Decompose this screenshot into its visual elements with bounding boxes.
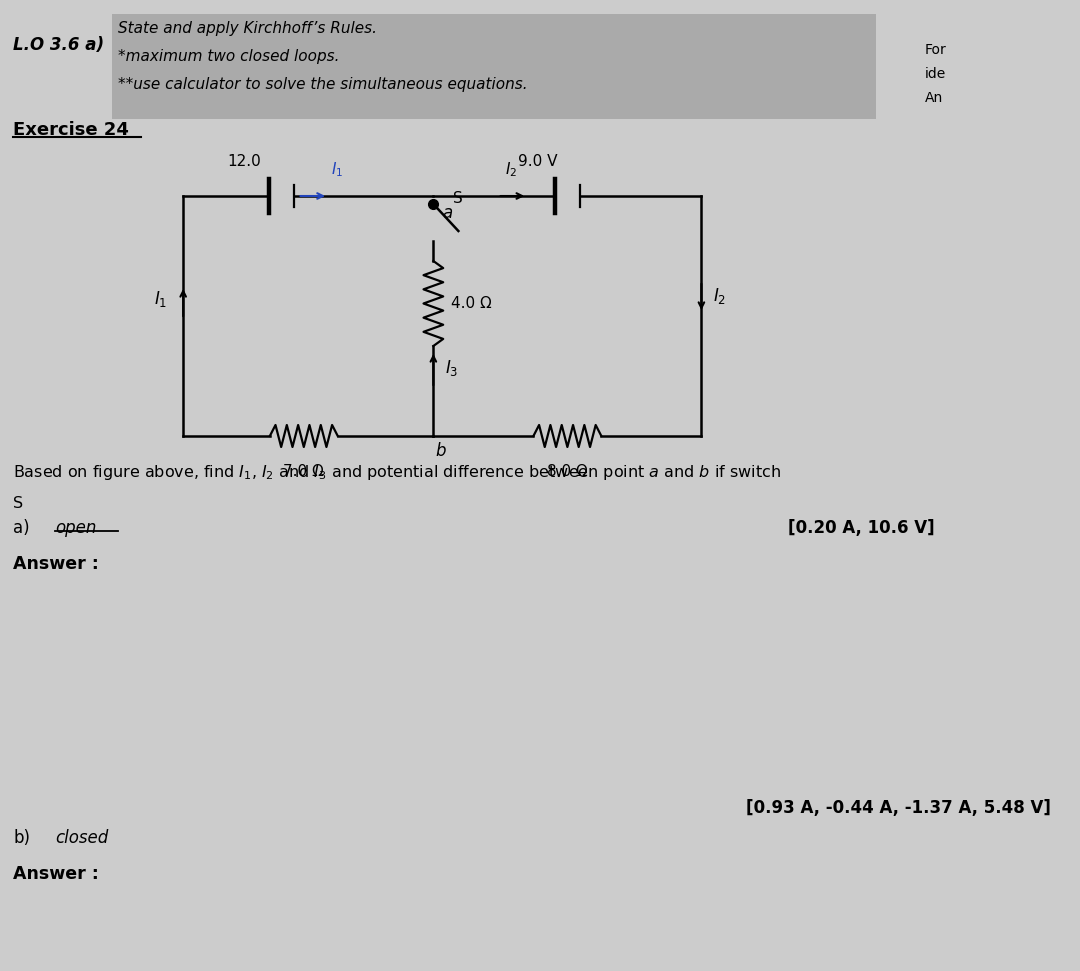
Text: **use calculator to solve the simultaneous equations.: **use calculator to solve the simultaneo… [118,77,527,92]
Text: closed: closed [55,829,109,847]
FancyBboxPatch shape [111,14,876,119]
Text: [0.20 A, 10.6 V]: [0.20 A, 10.6 V] [788,519,934,537]
Text: [0.93 A, -0.44 A, -1.37 A, 5.48 V]: [0.93 A, -0.44 A, -1.37 A, 5.48 V] [746,799,1051,817]
Text: $I_2$: $I_2$ [713,286,726,306]
Text: $I_1$: $I_1$ [332,160,343,179]
Text: 12.0: 12.0 [227,154,260,169]
Text: $I_2$: $I_2$ [504,160,517,179]
Text: An: An [924,91,943,105]
Text: 9.0 V: 9.0 V [518,154,557,169]
Text: $I_1$: $I_1$ [153,289,167,309]
Text: 4.0 Ω: 4.0 Ω [451,296,492,311]
Text: L.O 3.6 a): L.O 3.6 a) [13,36,105,54]
Text: For: For [924,43,946,57]
Text: a: a [443,204,453,222]
Text: *maximum two closed loops.: *maximum two closed loops. [118,49,339,64]
Text: b: b [435,442,446,460]
Text: 7.0 Ω: 7.0 Ω [283,464,324,479]
Text: Answer :: Answer : [13,555,99,573]
Text: Answer :: Answer : [13,865,99,883]
Text: b): b) [13,829,30,847]
Text: S: S [453,190,462,206]
Text: State and apply Kirchhoff’s Rules.: State and apply Kirchhoff’s Rules. [118,21,377,36]
Text: Based on figure above, find $I_1$, $I_2$ and $I_3$ and potential difference betw: Based on figure above, find $I_1$, $I_2$… [13,463,782,482]
Text: S: S [13,496,24,511]
Text: ide: ide [924,67,946,81]
Text: open: open [55,519,97,537]
Text: $I_3$: $I_3$ [445,358,458,378]
Text: 8.0 Ω: 8.0 Ω [546,464,588,479]
Text: a): a) [13,519,30,537]
Text: Exercise 24: Exercise 24 [13,121,130,139]
